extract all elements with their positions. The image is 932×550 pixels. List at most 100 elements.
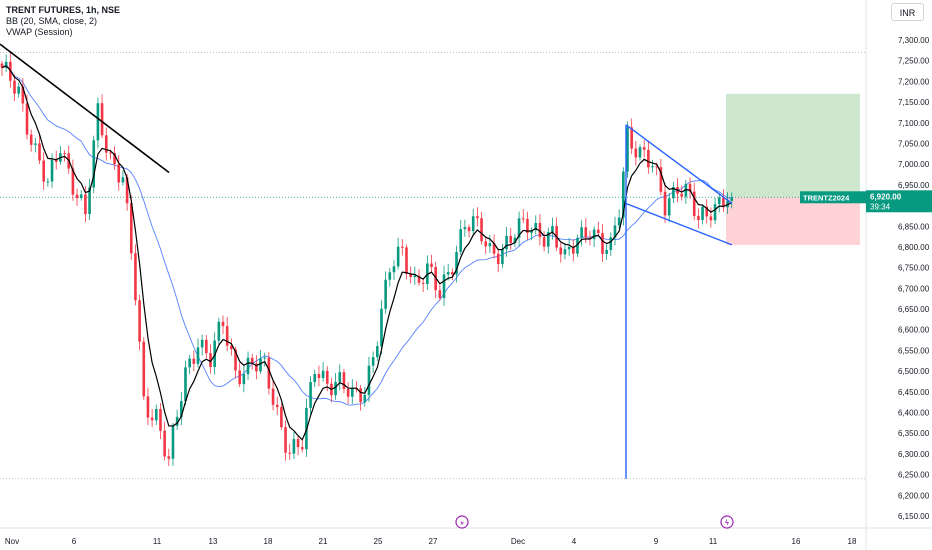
- candle-body: [180, 401, 183, 417]
- symbol-title[interactable]: TRENT FUTURES, 1h, NSE: [6, 5, 121, 15]
- candle-body: [142, 341, 146, 397]
- candle-body: [367, 365, 371, 395]
- candle-body: [601, 233, 604, 254]
- price-tag-countdown: 39:34: [870, 202, 891, 211]
- candle-body: [175, 416, 179, 426]
- earnings-event-icon[interactable]: [720, 515, 734, 529]
- price-tick-label: 6,450.00: [898, 388, 930, 397]
- candles: [0, 52, 734, 466]
- price-tick-label: 6,950.00: [898, 181, 930, 190]
- time-tick-label: Nov: [5, 537, 19, 546]
- price-axis[interactable]: 6,150.00 6,200.00 6,250.00 6,300.00 6,350.00…: [898, 36, 930, 521]
- candle-body: [338, 372, 342, 383]
- price-tick-label: 6,400.00: [898, 409, 930, 418]
- price-tick-label: 7,150.00: [898, 98, 930, 107]
- candle-body: [730, 197, 734, 201]
- candle-body: [680, 193, 684, 197]
- price-tick-label: 6,650.00: [898, 305, 930, 314]
- candle-body: [688, 183, 692, 192]
- candle-body: [513, 237, 517, 243]
- candle-body: [325, 370, 329, 384]
- time-tick-label: Dec: [511, 537, 525, 546]
- target-zone: [726, 93, 860, 198]
- candle-body: [163, 430, 166, 457]
- candle-body: [234, 349, 237, 371]
- candle-body: [651, 166, 654, 168]
- candle-body: [559, 247, 563, 255]
- candle-body: [100, 103, 104, 136]
- candle-body: [667, 198, 671, 216]
- candle-body: [117, 164, 121, 183]
- candle-body: [551, 226, 554, 233]
- candle-body: [455, 251, 458, 275]
- candle-body: [84, 194, 87, 215]
- candle-body: [138, 300, 141, 342]
- dividend-event-icon[interactable]: [455, 515, 469, 529]
- candle-body: [617, 217, 621, 226]
- candle-body: [238, 370, 241, 385]
- candle-body: [200, 339, 204, 348]
- candle-body: [371, 357, 375, 366]
- candle-body: [134, 253, 137, 301]
- candle-body: [597, 229, 600, 234]
- candle-body: [722, 197, 725, 208]
- candle-body: [421, 282, 425, 284]
- candle-body: [692, 191, 696, 216]
- candle-body: [638, 147, 642, 158]
- candle-body: [196, 347, 200, 364]
- time-tick-label: 11: [709, 537, 718, 546]
- candle-body: [538, 223, 542, 238]
- candle-body: [417, 275, 421, 283]
- bb-indicator-label[interactable]: BB (20, SMA, close, 2): [6, 16, 98, 26]
- trend-line[interactable]: [0, 43, 170, 174]
- time-tick-label: 25: [374, 537, 383, 546]
- candle-body: [271, 388, 275, 405]
- candle-body: [509, 235, 513, 243]
- candle-body: [405, 247, 408, 274]
- candle-body: [88, 187, 91, 215]
- candle-body: [480, 218, 483, 242]
- candle-body: [713, 204, 717, 221]
- candle-body: [288, 452, 292, 454]
- candle-body: [459, 229, 462, 252]
- candle-body: [505, 235, 508, 250]
- descending-trendline: [0, 43, 170, 174]
- candle-body: [242, 374, 246, 385]
- candle-body: [154, 409, 158, 421]
- candle-body: [309, 382, 312, 408]
- candle-body: [54, 159, 58, 162]
- candle-body: [284, 427, 287, 453]
- candle-body: [659, 167, 663, 192]
- falling-wedge-pattern[interactable]: [625, 124, 733, 479]
- event-icons[interactable]: » ϟ: [455, 515, 734, 529]
- time-tick-label: 18: [848, 537, 857, 546]
- candle-body: [363, 394, 367, 403]
- chart-legend: TRENT FUTURES, 1h, NSE BB (20, SMA, clos…: [6, 5, 120, 38]
- candle-body: [17, 86, 20, 94]
- time-axis[interactable]: Nov 6 11 13 18 21 25 27 Dec 4 9 11 16 18: [5, 537, 857, 546]
- time-tick-label: 4: [572, 537, 577, 546]
- candle-body: [476, 216, 479, 219]
- candle-body: [471, 216, 475, 232]
- price-tick-label: 7,300.00: [898, 36, 930, 45]
- time-tick-label: 6: [72, 537, 77, 546]
- time-tick-label: 21: [319, 537, 328, 546]
- wedge-lower-line: [625, 202, 733, 246]
- candle-body: [542, 237, 546, 247]
- candle-body: [717, 197, 721, 205]
- position-zones: [726, 93, 860, 245]
- candle-body: [726, 200, 729, 208]
- candle-body: [442, 274, 446, 299]
- candle-body: [626, 127, 629, 172]
- candle-body: [642, 147, 646, 150]
- candle-body: [392, 266, 396, 273]
- currency-button[interactable]: INR: [891, 3, 924, 21]
- candle-body: [29, 134, 33, 145]
- vwap-indicator-label[interactable]: VWAP (Session): [6, 27, 73, 37]
- candle-body: [563, 249, 567, 255]
- candle-body: [401, 246, 404, 248]
- candle-body: [451, 272, 454, 275]
- time-tick-label: 27: [429, 537, 438, 546]
- candle-body: [125, 177, 129, 204]
